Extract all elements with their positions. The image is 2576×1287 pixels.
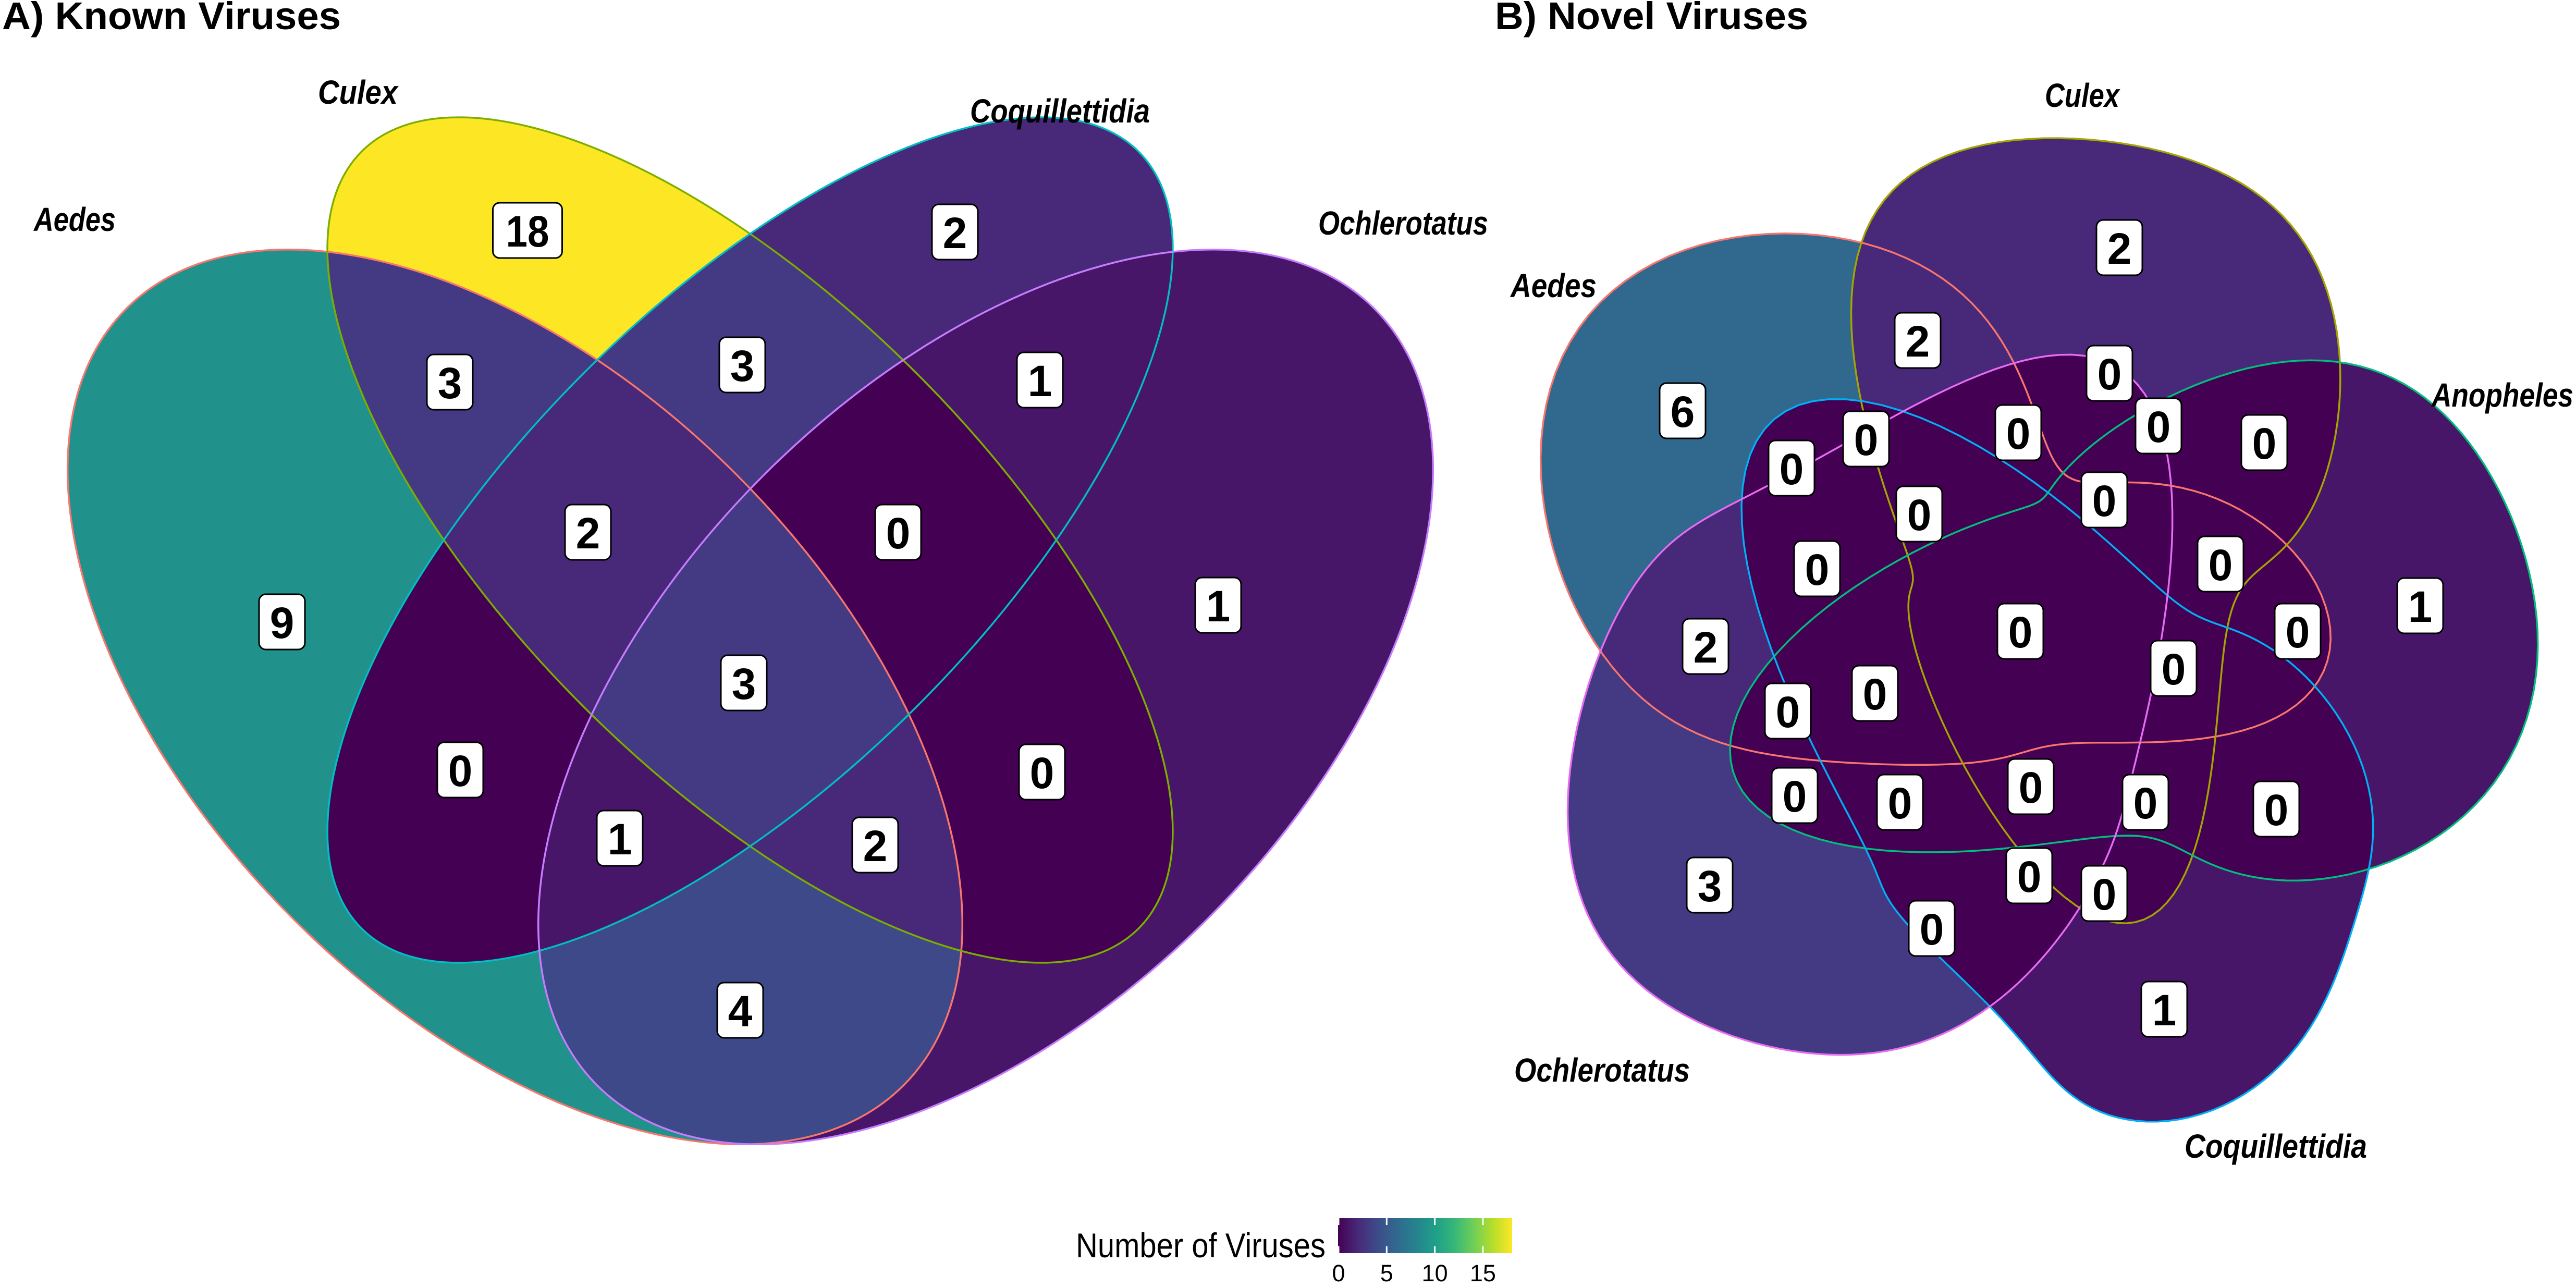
svg-text:A) Known Viruses: A) Known Viruses bbox=[2, 0, 341, 38]
svg-text:5: 5 bbox=[1380, 1260, 1393, 1284]
svg-text:0: 0 bbox=[2019, 763, 2043, 812]
svg-text:0: 0 bbox=[2286, 608, 2310, 657]
svg-text:Culex: Culex bbox=[2045, 77, 2120, 114]
svg-text:0: 0 bbox=[2209, 541, 2233, 590]
svg-text:3: 3 bbox=[730, 341, 755, 390]
svg-text:1: 1 bbox=[2152, 986, 2177, 1035]
svg-text:3: 3 bbox=[1698, 862, 1722, 911]
svg-text:3: 3 bbox=[438, 359, 462, 408]
svg-text:0: 0 bbox=[2146, 402, 2171, 451]
svg-text:0: 0 bbox=[2092, 476, 2117, 525]
svg-text:Aedes: Aedes bbox=[1510, 267, 1597, 304]
svg-text:0: 0 bbox=[2264, 786, 2289, 835]
svg-text:6: 6 bbox=[1671, 387, 1695, 436]
svg-text:Ochlerotatus: Ochlerotatus bbox=[1318, 204, 1488, 242]
svg-text:4: 4 bbox=[728, 987, 753, 1036]
svg-text:2: 2 bbox=[943, 209, 967, 258]
svg-text:Number of Viruses: Number of Viruses bbox=[1076, 1226, 1326, 1265]
svg-text:0: 0 bbox=[2252, 419, 2277, 468]
svg-text:2: 2 bbox=[863, 822, 888, 871]
svg-text:0: 0 bbox=[2133, 779, 2158, 828]
svg-text:Coquillettidia: Coquillettidia bbox=[970, 92, 1150, 130]
svg-text:3: 3 bbox=[732, 659, 756, 708]
svg-text:0: 0 bbox=[1888, 779, 1912, 828]
svg-text:2: 2 bbox=[1906, 317, 1930, 366]
svg-text:Anopheles: Anopheles bbox=[2431, 376, 2573, 414]
svg-text:0: 0 bbox=[2162, 645, 2186, 694]
svg-text:0: 0 bbox=[2008, 608, 2033, 657]
svg-text:18: 18 bbox=[506, 207, 549, 256]
svg-text:Aedes: Aedes bbox=[33, 201, 116, 238]
svg-text:0: 0 bbox=[886, 509, 911, 558]
svg-text:2: 2 bbox=[1694, 623, 1718, 672]
svg-text:1: 1 bbox=[1206, 582, 1231, 631]
svg-text:1: 1 bbox=[2408, 582, 2433, 631]
svg-text:15: 15 bbox=[1470, 1260, 1496, 1284]
svg-text:2: 2 bbox=[2107, 224, 2132, 273]
svg-text:0: 0 bbox=[1805, 545, 1830, 594]
svg-text:0: 0 bbox=[1780, 445, 1804, 494]
svg-text:Culex: Culex bbox=[318, 73, 399, 111]
svg-text:0: 0 bbox=[1776, 688, 1800, 737]
svg-text:0: 0 bbox=[1920, 905, 1944, 954]
svg-text:2: 2 bbox=[576, 509, 600, 558]
svg-text:0: 0 bbox=[1907, 491, 1932, 540]
svg-text:0: 0 bbox=[2017, 852, 2042, 901]
svg-text:0: 0 bbox=[2092, 870, 2117, 919]
svg-text:0: 0 bbox=[448, 746, 473, 795]
svg-text:0: 0 bbox=[1863, 670, 1887, 719]
svg-text:1: 1 bbox=[608, 815, 632, 864]
svg-text:Coquillettidia: Coquillettidia bbox=[2185, 1127, 2367, 1165]
svg-text:9: 9 bbox=[270, 598, 295, 647]
svg-text:0: 0 bbox=[1332, 1260, 1345, 1284]
svg-text:0: 0 bbox=[1783, 772, 1807, 821]
svg-text:1: 1 bbox=[1028, 357, 1052, 406]
svg-text:10: 10 bbox=[1422, 1260, 1448, 1284]
svg-text:0: 0 bbox=[2006, 409, 2031, 458]
svg-text:0: 0 bbox=[2097, 350, 2122, 399]
svg-text:0: 0 bbox=[1854, 415, 1879, 464]
svg-text:0: 0 bbox=[1030, 749, 1054, 798]
svg-text:B) Novel Viruses: B) Novel Viruses bbox=[1495, 0, 1808, 38]
svg-text:Ochlerotatus: Ochlerotatus bbox=[1514, 1051, 1690, 1089]
